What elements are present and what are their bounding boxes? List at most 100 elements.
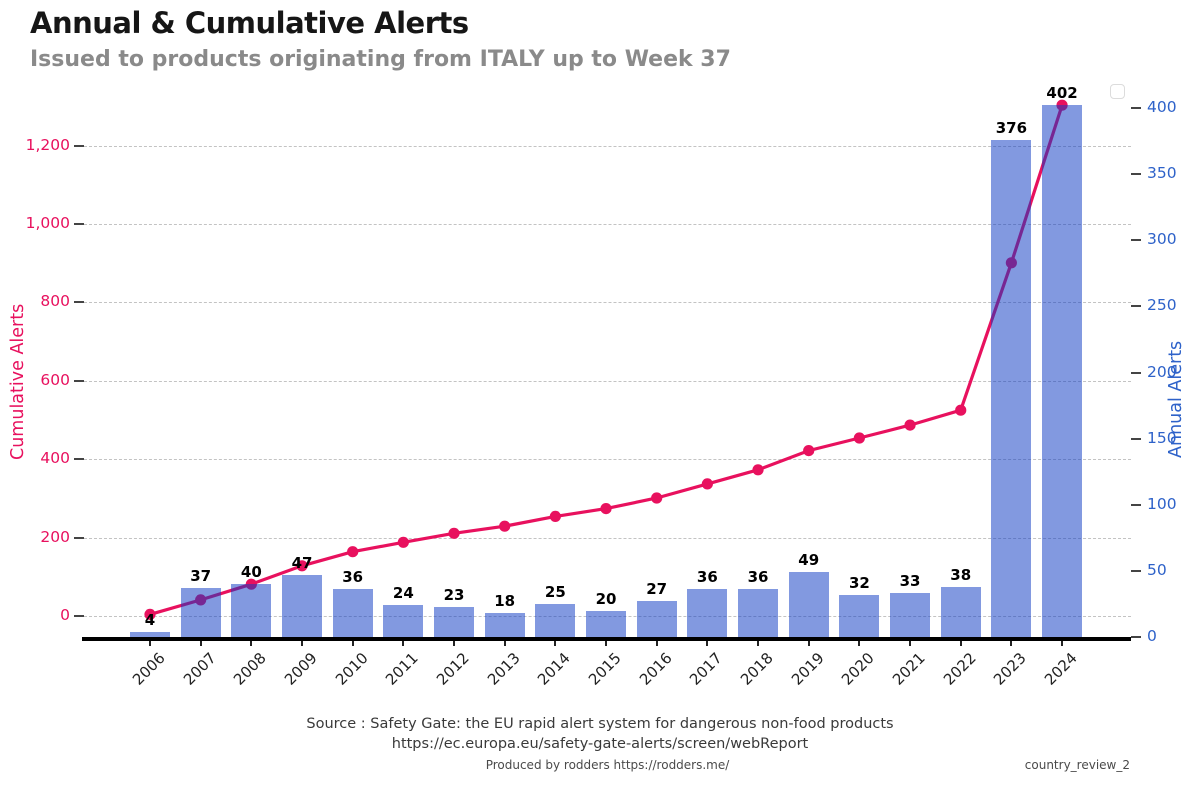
right-axis-tick	[1131, 371, 1141, 374]
bar-value-label: 38	[950, 565, 972, 584]
left-axis-tick-label: 1,000	[25, 214, 70, 232]
left-axis-tick-label: 200	[40, 527, 70, 546]
annual-alerts-bar-2022[interactable]	[940, 586, 981, 637]
legend-toggle-box[interactable]	[1110, 84, 1125, 99]
cumulative-point-2018[interactable]	[752, 464, 764, 476]
x-axis-tick	[757, 641, 760, 646]
right-axis-tick	[1131, 173, 1141, 176]
annual-alerts-bar-2013[interactable]	[484, 613, 525, 637]
gridline	[84, 380, 1131, 382]
right-axis-tick-label: 350	[1147, 164, 1177, 183]
x-axis-tick	[1061, 641, 1064, 646]
page-subtitle: Issued to products originating from ITAL…	[30, 47, 731, 72]
right-axis-tick-label: 300	[1147, 230, 1177, 249]
x-axis-baseline	[82, 637, 1131, 641]
left-axis-tick-label: 800	[40, 292, 70, 311]
x-axis-tick	[402, 641, 405, 646]
right-axis-tick-label: 0	[1147, 627, 1157, 645]
right-axis-tick	[1131, 107, 1141, 109]
annual-alerts-bar-2011[interactable]	[383, 605, 424, 637]
annual-alerts-bar-2010[interactable]	[332, 589, 373, 637]
annual-alerts-bar-2017[interactable]	[687, 589, 728, 637]
left-axis-tick-label: 600	[40, 370, 70, 389]
x-axis-tick	[959, 641, 962, 646]
gridline	[84, 302, 1131, 304]
cumulative-point-2013[interactable]	[499, 520, 511, 532]
x-axis-tick	[301, 641, 303, 646]
annual-alerts-bar-2007[interactable]	[180, 588, 221, 637]
doc-ref-text: country_review_2	[1024, 758, 1130, 772]
x-axis-tick	[351, 641, 354, 646]
annual-alerts-bar-2009[interactable]	[282, 574, 322, 637]
source-line-1: Source : Safety Gate: the EU rapid alert…	[306, 716, 894, 732]
right-axis-tick	[1131, 239, 1141, 242]
left-axis-tick	[74, 379, 84, 382]
x-axis-tick	[909, 641, 912, 646]
right-axis-tick	[1131, 305, 1141, 308]
right-axis-tick-label: 50	[1147, 560, 1167, 579]
right-axis-tick-label: 100	[1147, 494, 1177, 513]
annual-alerts-bar-2006[interactable]	[130, 631, 170, 637]
x-axis-tick	[453, 641, 456, 646]
source-text: Source : Safety Gate: the EU rapid alert…	[0, 714, 1200, 754]
bar-value-label: 376	[995, 118, 1028, 137]
right-axis-tick	[1131, 636, 1141, 638]
cumulative-point-2017[interactable]	[701, 478, 713, 490]
x-axis-tick	[250, 641, 253, 646]
gridline	[84, 459, 1131, 461]
annual-alerts-bar-2016[interactable]	[636, 601, 677, 637]
annual-alerts-bar-2014[interactable]	[535, 603, 576, 637]
gridline	[84, 145, 1131, 147]
right-axis-tick-label: 150	[1147, 428, 1177, 447]
cumulative-point-2022[interactable]	[955, 404, 967, 416]
annual-alerts-bar-2023[interactable]	[991, 139, 1032, 637]
left-axis-tick	[74, 615, 84, 617]
left-axis-tick-label: 0	[60, 606, 70, 624]
annual-alerts-bar-2012[interactable]	[434, 606, 475, 637]
left-axis-tick	[74, 301, 84, 304]
right-axis-tick	[1131, 437, 1141, 440]
x-axis-tick	[605, 641, 608, 646]
annual-alerts-bar-2019[interactable]	[788, 572, 829, 637]
x-axis-tick	[503, 641, 506, 646]
cumulative-point-2014[interactable]	[549, 510, 561, 522]
left-axis-tick	[74, 458, 84, 461]
annual-alerts-bar-2015[interactable]	[586, 610, 627, 637]
bar-value-label: 36	[747, 568, 769, 587]
right-axis-tick-label: 400	[1147, 98, 1177, 116]
right-axis-tick-label: 250	[1147, 296, 1177, 315]
cumulative-point-2010[interactable]	[347, 546, 359, 558]
x-axis-tick	[1010, 641, 1013, 646]
annual-alerts-bar-2008[interactable]	[231, 584, 272, 637]
bar-value-label: 49	[798, 551, 820, 570]
cumulative-point-2019[interactable]	[803, 445, 815, 457]
left-axis-tick-label: 400	[40, 449, 70, 468]
x-axis-tick	[149, 641, 151, 646]
bar-value-label: 4	[144, 610, 156, 629]
right-axis-tick-label: 200	[1147, 362, 1177, 381]
annual-alerts-bar-2024[interactable]	[1042, 105, 1083, 637]
cumulative-point-2016[interactable]	[651, 492, 663, 504]
left-axis-tick	[74, 223, 84, 225]
annual-alerts-bar-2020[interactable]	[839, 594, 880, 637]
page-title: Annual & Cumulative Alerts	[30, 6, 469, 40]
x-axis-tick	[858, 641, 861, 646]
produced-by-text: Produced by rodders https://rodders.me/	[485, 758, 730, 772]
x-axis-tick	[199, 641, 202, 646]
right-axis-tick	[1131, 503, 1141, 506]
x-axis-tick	[706, 641, 709, 646]
cumulative-point-2020[interactable]	[853, 432, 865, 444]
cumulative-point-2015[interactable]	[600, 503, 612, 515]
x-axis-tick	[554, 641, 557, 646]
right-axis-tick	[1131, 569, 1141, 572]
left-axis-tick	[74, 536, 84, 539]
gridline	[84, 224, 1131, 225]
annual-alerts-bar-2021[interactable]	[890, 593, 931, 637]
bar-value-label: 402	[1046, 84, 1078, 103]
annual-alerts-bar-2018[interactable]	[738, 589, 779, 637]
left-axis-tick	[74, 144, 84, 147]
source-line-2: https://ec.europa.eu/safety-gate-alerts/…	[391, 736, 809, 752]
x-axis-tick	[655, 641, 658, 646]
cumulative-point-2021[interactable]	[904, 419, 916, 431]
